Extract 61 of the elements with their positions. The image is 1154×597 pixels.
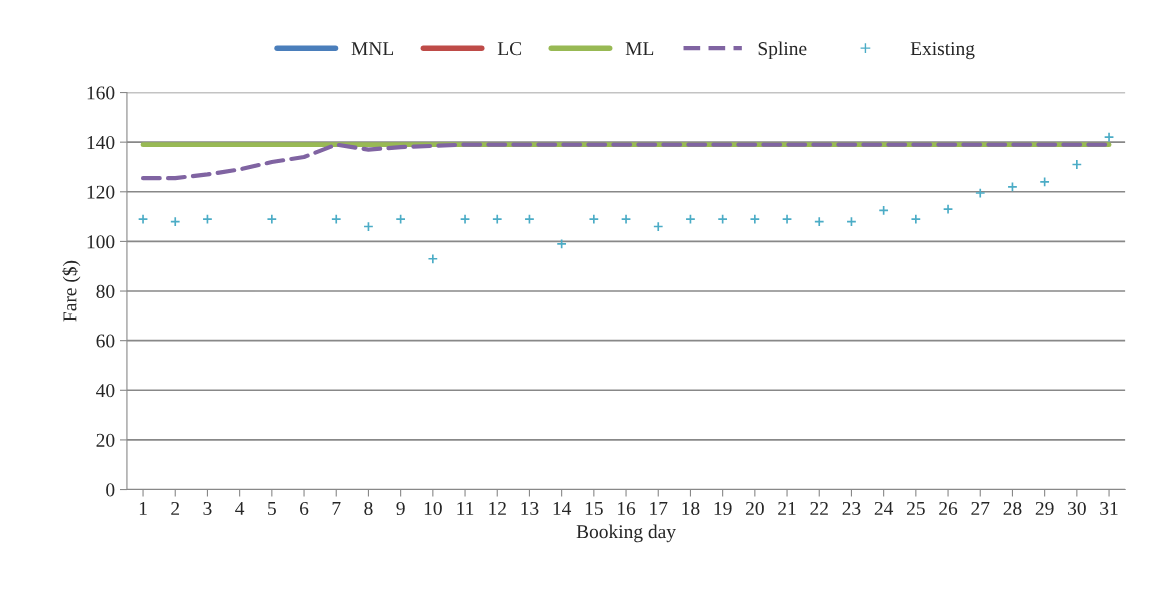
x-tick-label: 17 bbox=[650, 502, 668, 515]
x-tick-label: 28 bbox=[1003, 501, 1022, 516]
y-tick-label: 60 bbox=[96, 334, 115, 348]
x-tick-label: 22 bbox=[810, 501, 828, 515]
point bbox=[781, 213, 793, 225]
legend-label: Existing bbox=[910, 42, 975, 60]
point bbox=[331, 213, 342, 225]
x-tick-label: 12 bbox=[489, 501, 506, 515]
x-tick-label: 25 bbox=[906, 501, 925, 516]
x-tick-label: 24 bbox=[874, 501, 894, 515]
y-axis-title: Fare ($) bbox=[62, 260, 81, 322]
x-tick-label: 8 bbox=[364, 501, 373, 516]
x-tick-label: 30 bbox=[1068, 501, 1086, 516]
x-tick-label: 29 bbox=[1035, 501, 1054, 516]
legend-label: LC bbox=[497, 42, 522, 56]
legend-label: MNL bbox=[351, 42, 394, 55]
point bbox=[266, 213, 278, 225]
y-tick-label: 140 bbox=[87, 135, 115, 150]
x-tick-label: 2 bbox=[171, 501, 180, 515]
x-tick-label: 9 bbox=[396, 501, 405, 516]
x-tick-label: 14 bbox=[553, 502, 572, 515]
y-tick-label: 20 bbox=[96, 433, 115, 447]
x-tick-label: 18 bbox=[682, 501, 700, 516]
x-tick-label: 26 bbox=[939, 501, 958, 516]
point bbox=[427, 253, 439, 265]
x-tick-label: 13 bbox=[521, 501, 539, 516]
point bbox=[459, 213, 471, 225]
point bbox=[620, 213, 632, 225]
point bbox=[910, 213, 922, 225]
y-tick-label: 100 bbox=[87, 235, 115, 249]
point bbox=[975, 187, 986, 199]
point bbox=[588, 213, 600, 225]
x-tick-label: 16 bbox=[618, 501, 636, 516]
x-tick-label: 21 bbox=[778, 501, 796, 515]
x-tick-label: 7 bbox=[332, 502, 341, 515]
x-tick-label: 23 bbox=[842, 501, 861, 516]
y-tick-label: 40 bbox=[96, 384, 115, 398]
x-tick-label: 11 bbox=[457, 502, 474, 515]
x-tick-label: 6 bbox=[300, 501, 309, 516]
x-tick-label: 15 bbox=[585, 502, 603, 516]
x-tick-label: 10 bbox=[424, 501, 442, 516]
x-tick-label: 27 bbox=[971, 501, 990, 515]
y-tick-label: 160 bbox=[87, 86, 115, 100]
point bbox=[749, 213, 761, 225]
legend-label: Spline bbox=[758, 41, 807, 60]
y-tick-label: 0 bbox=[106, 483, 115, 497]
x-axis-title: Booking day bbox=[576, 524, 676, 543]
x-tick-label: 31 bbox=[1100, 501, 1118, 516]
y-tick-label: 80 bbox=[96, 284, 115, 298]
x-tick-label: 1 bbox=[139, 502, 147, 515]
point bbox=[137, 213, 149, 225]
x-tick-label: 3 bbox=[203, 501, 212, 516]
legend-label: ML bbox=[625, 42, 654, 55]
y-tick-label: 120 bbox=[87, 185, 115, 199]
x-tick-label: 5 bbox=[268, 502, 276, 516]
point bbox=[492, 213, 503, 225]
x-tick-label: 19 bbox=[714, 501, 732, 516]
x-tick-label: 4 bbox=[235, 502, 245, 515]
x-tick-label: 20 bbox=[745, 501, 764, 516]
point bbox=[1103, 131, 1115, 143]
point bbox=[942, 203, 954, 215]
